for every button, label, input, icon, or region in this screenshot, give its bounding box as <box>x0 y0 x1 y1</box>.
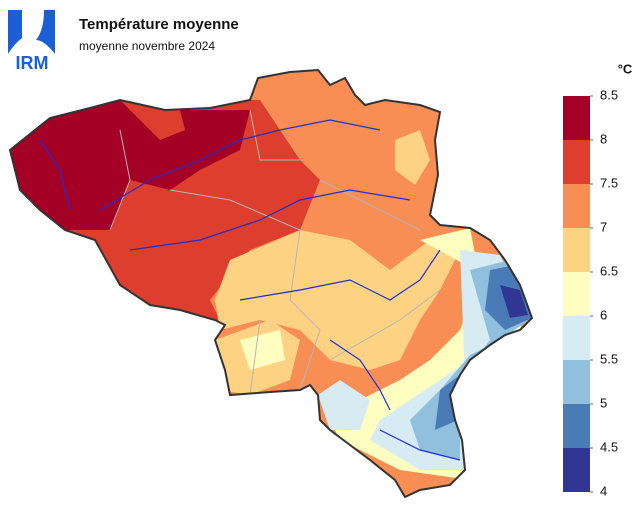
colorbar-tick-label: 4.5 <box>600 439 618 454</box>
legend-unit: °C <box>618 61 633 76</box>
colorbar-bin <box>563 96 590 140</box>
colorbar-bin <box>563 228 590 272</box>
colorbar-tick-label: 5 <box>600 395 607 410</box>
colorbar-tick-label: 8.5 <box>600 87 618 102</box>
colorbar-bin <box>563 184 590 228</box>
title: Température moyenne <box>79 16 239 33</box>
colorbar-tick-label: 7 <box>600 219 607 234</box>
logo-text: IRM <box>16 53 49 73</box>
map <box>10 70 532 497</box>
colorbar-bin <box>563 272 590 316</box>
colorbar-tick-label: 6 <box>600 307 607 322</box>
colorbar-bin <box>563 448 590 492</box>
colorbar-tick-label: 7.5 <box>600 175 618 190</box>
colorbar-bin <box>563 316 590 360</box>
colorbar-tick-label: 8 <box>600 131 607 146</box>
colorbar: 4 4.5 5 5.5 6 6.5 7 7.5 8 8.5 <box>563 87 618 498</box>
logo: IRM <box>8 10 55 73</box>
colorbar-bin <box>563 140 590 184</box>
colorbar-tick-label: 4 <box>600 483 607 498</box>
colorbar-tick-label: 5.5 <box>600 351 618 366</box>
colorbar-bin <box>563 360 590 404</box>
colorbar-bin <box>563 404 590 448</box>
colorbar-tick-label: 6.5 <box>600 263 618 278</box>
subtitle: moyenne novembre 2024 <box>79 39 215 53</box>
